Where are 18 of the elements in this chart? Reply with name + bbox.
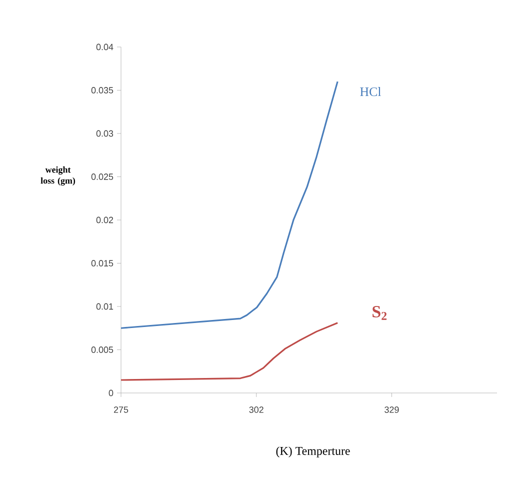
y-tick-label: 0.015 (91, 260, 114, 266)
y-tick-label: 0.035 (91, 87, 114, 94)
text: S$_{2}$ (372, 306, 387, 320)
y-tick-label: 0.01 (96, 303, 114, 310)
x-axis-title: (K) Temperture (276, 446, 350, 458)
x-tick-label: 275 (114, 406, 128, 413)
line-series (120, 80, 338, 329)
series-label: HCl (360, 87, 382, 96)
y-tick-label: 0 (108, 390, 114, 396)
line-series (120, 322, 338, 381)
y-tick-label: 0.025 (91, 174, 114, 180)
x-tick-label: 329 (384, 406, 399, 413)
x-tick-label: 302 (249, 406, 264, 413)
y-tick-label: 0.02 (96, 216, 114, 224)
y-axis-title: weight loss (gm) (40, 166, 76, 186)
y-tick-label: 0.04 (96, 44, 114, 50)
y-tick-label: 0.03 (96, 130, 114, 137)
y-tick-label: 0.005 (91, 346, 114, 353)
